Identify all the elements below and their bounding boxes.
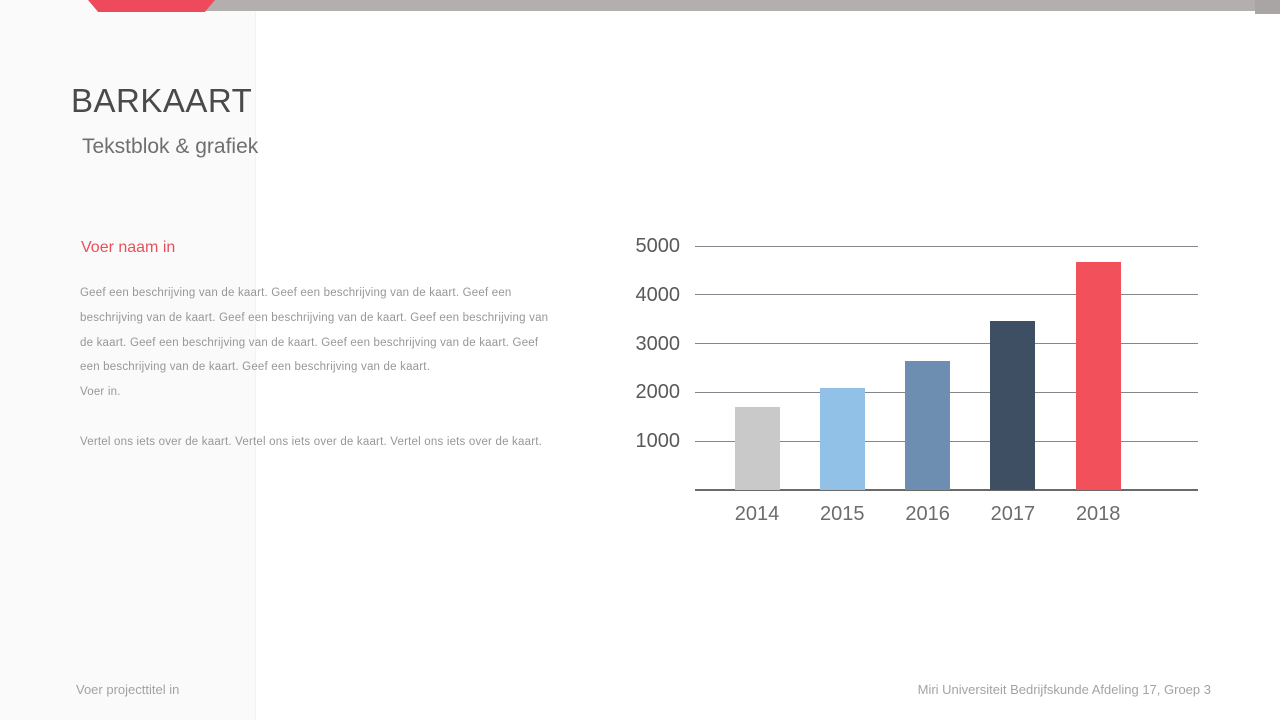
y-tick-label-2000: 2000 bbox=[635, 381, 681, 404]
x-axis-line bbox=[695, 489, 1198, 491]
x-tick-label-2015: 2015 bbox=[820, 503, 865, 525]
y-tick-label-3000: 3000 bbox=[635, 332, 681, 355]
text-block-body: Geef een beschrijving van de kaart. Geef… bbox=[80, 281, 560, 455]
bar-2014 bbox=[734, 407, 780, 490]
red-parallelogram-accent bbox=[88, 0, 215, 12]
bar-2017 bbox=[990, 320, 1036, 490]
x-tick-label-2014: 2014 bbox=[734, 503, 780, 525]
footer-university-info: Miri Universiteit Bedrijfskunde Afdeling… bbox=[917, 682, 1211, 697]
text-block-heading: Voer naam in bbox=[81, 239, 176, 256]
x-tick-label-2017: 2017 bbox=[990, 503, 1036, 525]
slide-subtitle: Tekstblok & grafiek bbox=[82, 135, 259, 158]
body-line: een beschrijving van de kaart. Geef een … bbox=[80, 361, 431, 374]
gridline-4000 bbox=[695, 294, 1198, 296]
slide-title: BARKAART bbox=[71, 82, 253, 119]
gridline-5000 bbox=[695, 245, 1198, 247]
top-bar-corner bbox=[1255, 0, 1280, 14]
y-tick-label-5000: 5000 bbox=[635, 235, 681, 257]
x-tick-label-2018: 2018 bbox=[1075, 503, 1121, 525]
y-tick-label-1000: 1000 bbox=[635, 430, 681, 453]
body-line: beschrijving van de kaart. Geef een besc… bbox=[80, 311, 549, 324]
text-block-note: Vertel ons iets over de kaart. Vertel on… bbox=[80, 435, 543, 448]
footer-project-title: Voer projecttitel in bbox=[76, 682, 180, 697]
top-bar bbox=[200, 0, 1280, 11]
chart-plot: 1000 2000 3000 4000 5000 2014 2015 2016 2017 2018 bbox=[636, 235, 1198, 525]
gridline-3000 bbox=[695, 343, 1198, 345]
body-line: Geef een beschrijving van de kaart. Geef… bbox=[80, 287, 512, 299]
bar-2016 bbox=[905, 360, 951, 490]
body-line: de kaart. Geef een beschrijving van de k… bbox=[80, 336, 539, 349]
top-accent-strip bbox=[0, 0, 1280, 12]
body-line: Voer in. bbox=[80, 386, 121, 399]
bar-2018 bbox=[1075, 262, 1121, 490]
y-tick-label-4000: 4000 bbox=[635, 283, 681, 306]
bar-2015 bbox=[819, 387, 865, 490]
left-column-shading bbox=[0, 0, 256, 720]
x-tick-label-2016: 2016 bbox=[905, 503, 950, 525]
